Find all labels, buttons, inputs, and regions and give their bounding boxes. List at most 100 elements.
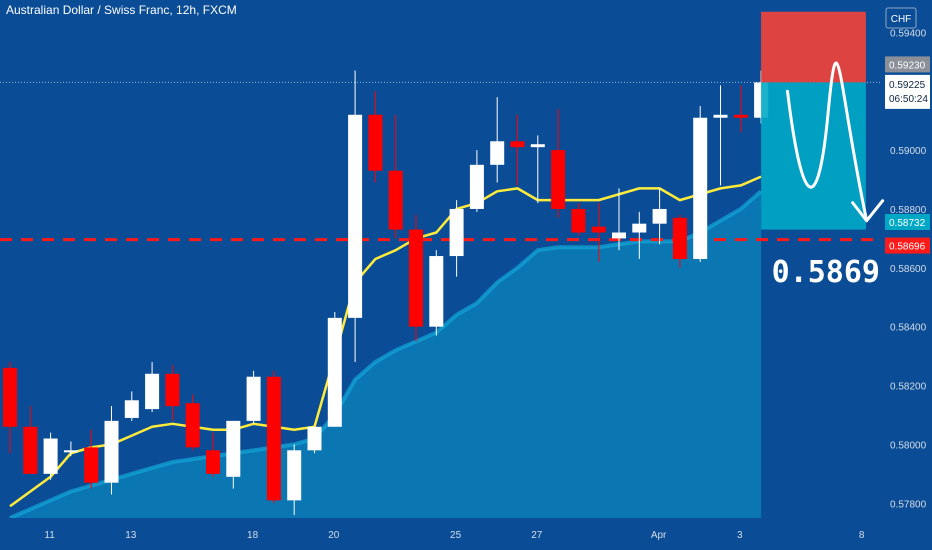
- moving-average-line: [9, 175, 762, 508]
- candle-body: [266, 376, 281, 501]
- candle-body: [327, 317, 342, 427]
- candle: [733, 85, 748, 133]
- candle-body: [551, 150, 566, 209]
- candle-body: [652, 208, 667, 224]
- candle: [510, 114, 525, 186]
- time-axis-tick: 13: [125, 530, 137, 541]
- currency-badge: CHF: [885, 7, 917, 29]
- candle: [530, 135, 545, 204]
- candle-body: [571, 208, 586, 233]
- candle: [287, 444, 302, 516]
- countdown-text: 06:50:24: [889, 94, 928, 105]
- candle-body: [449, 208, 464, 257]
- price-tag-gray-box: [885, 56, 930, 73]
- area-band-edge: [9, 189, 763, 520]
- candle-body: [429, 256, 444, 327]
- candle-body: [490, 141, 505, 165]
- area-band: [10, 191, 762, 518]
- candle-body: [226, 420, 241, 477]
- candle: [632, 211, 647, 259]
- candle: [84, 429, 99, 489]
- candle: [104, 406, 119, 495]
- price-tag-current: 0.59225 06:50:24: [885, 74, 930, 109]
- candle: [124, 391, 139, 421]
- candle: [368, 91, 383, 183]
- currency-badge-label: CHF: [891, 14, 912, 25]
- currency-badge-box: [885, 7, 917, 29]
- candle-body: [530, 144, 545, 148]
- candle-body: [672, 217, 687, 259]
- candle: [165, 364, 180, 421]
- candle: [652, 188, 667, 245]
- candle: [591, 203, 606, 262]
- price-tag-red-text: 0.58696: [889, 242, 926, 253]
- take-profit-zone: [761, 82, 866, 230]
- price-tag-cyan-text: 0.58732: [889, 218, 926, 229]
- price-axis-tick: 0.59400: [890, 28, 927, 39]
- price-axis-tick: 0.59000: [890, 146, 927, 157]
- time-axis-layer: 11 13 18 20 25 27 Apr 3 8: [0, 518, 932, 550]
- candle: [23, 406, 38, 474]
- candle-body: [287, 450, 302, 501]
- candle-body: [632, 223, 647, 233]
- candle-body: [185, 403, 200, 448]
- candle-body: [3, 367, 17, 427]
- price-axis-tick: 0.57800: [890, 499, 927, 510]
- candle-body: [145, 373, 160, 410]
- price-tag-cyan: 0.58732: [885, 213, 930, 230]
- candle: [429, 250, 444, 336]
- price-tag-gray-text: 0.59230: [889, 60, 926, 71]
- candle-body: [165, 373, 180, 407]
- candle-body: [348, 114, 363, 318]
- candle: [388, 114, 403, 239]
- candle: [145, 362, 160, 413]
- candle: [206, 432, 220, 477]
- candle: [226, 420, 241, 489]
- time-axis-bg: [0, 518, 932, 550]
- candle: [63, 441, 78, 457]
- price-tag-gray: 0.59230: [885, 56, 930, 73]
- candle: [409, 214, 423, 342]
- time-axis-tick: 20: [328, 530, 340, 541]
- candle-body: [733, 114, 748, 118]
- price-tag-red: 0.58696: [885, 237, 930, 254]
- time-axis-tick: 25: [450, 530, 462, 541]
- candle-body: [23, 426, 38, 474]
- price-tag-current-text: 0.59225: [889, 80, 926, 91]
- candle: [713, 85, 728, 186]
- candle-body: [368, 114, 383, 171]
- candle: [327, 311, 342, 427]
- price-tag-cyan-box: [885, 213, 930, 230]
- candle: [571, 203, 586, 236]
- candle-body: [124, 400, 139, 418]
- projection-path: [785, 61, 869, 223]
- candle-body: [63, 450, 78, 453]
- candle-body: [246, 376, 261, 421]
- candle: [266, 370, 281, 504]
- price-tags-layer: CHF 0.59230 0.59225 06:50:24 0.58732 0.58696 0…: [772, 7, 930, 290]
- candle: [469, 150, 484, 212]
- candle: [307, 426, 322, 454]
- candle: [348, 70, 363, 363]
- candle-body: [84, 447, 99, 483]
- level-lines-layer: [0, 81, 882, 242]
- target-price-annotation: 0.5869: [772, 255, 880, 290]
- candle: [43, 432, 58, 480]
- time-axis-tick: 8: [859, 530, 865, 541]
- candle-body: [612, 232, 626, 239]
- candle: [246, 370, 261, 424]
- price-axis-layer: 0.57800 0.58000 0.58200 0.58400 0.58600 0.588…: [890, 28, 927, 510]
- candle-body: [591, 226, 606, 233]
- price-axis-tick: 0.58000: [890, 440, 927, 451]
- candle-body: [206, 450, 220, 474]
- time-axis-tick: 3: [737, 530, 743, 541]
- candle: [185, 394, 200, 451]
- candle-body: [388, 170, 403, 230]
- candle: [449, 200, 464, 277]
- candle: [490, 97, 505, 183]
- candle-body: [469, 164, 484, 209]
- price-axis-tick: 0.58800: [890, 205, 927, 216]
- candle-body: [713, 114, 728, 118]
